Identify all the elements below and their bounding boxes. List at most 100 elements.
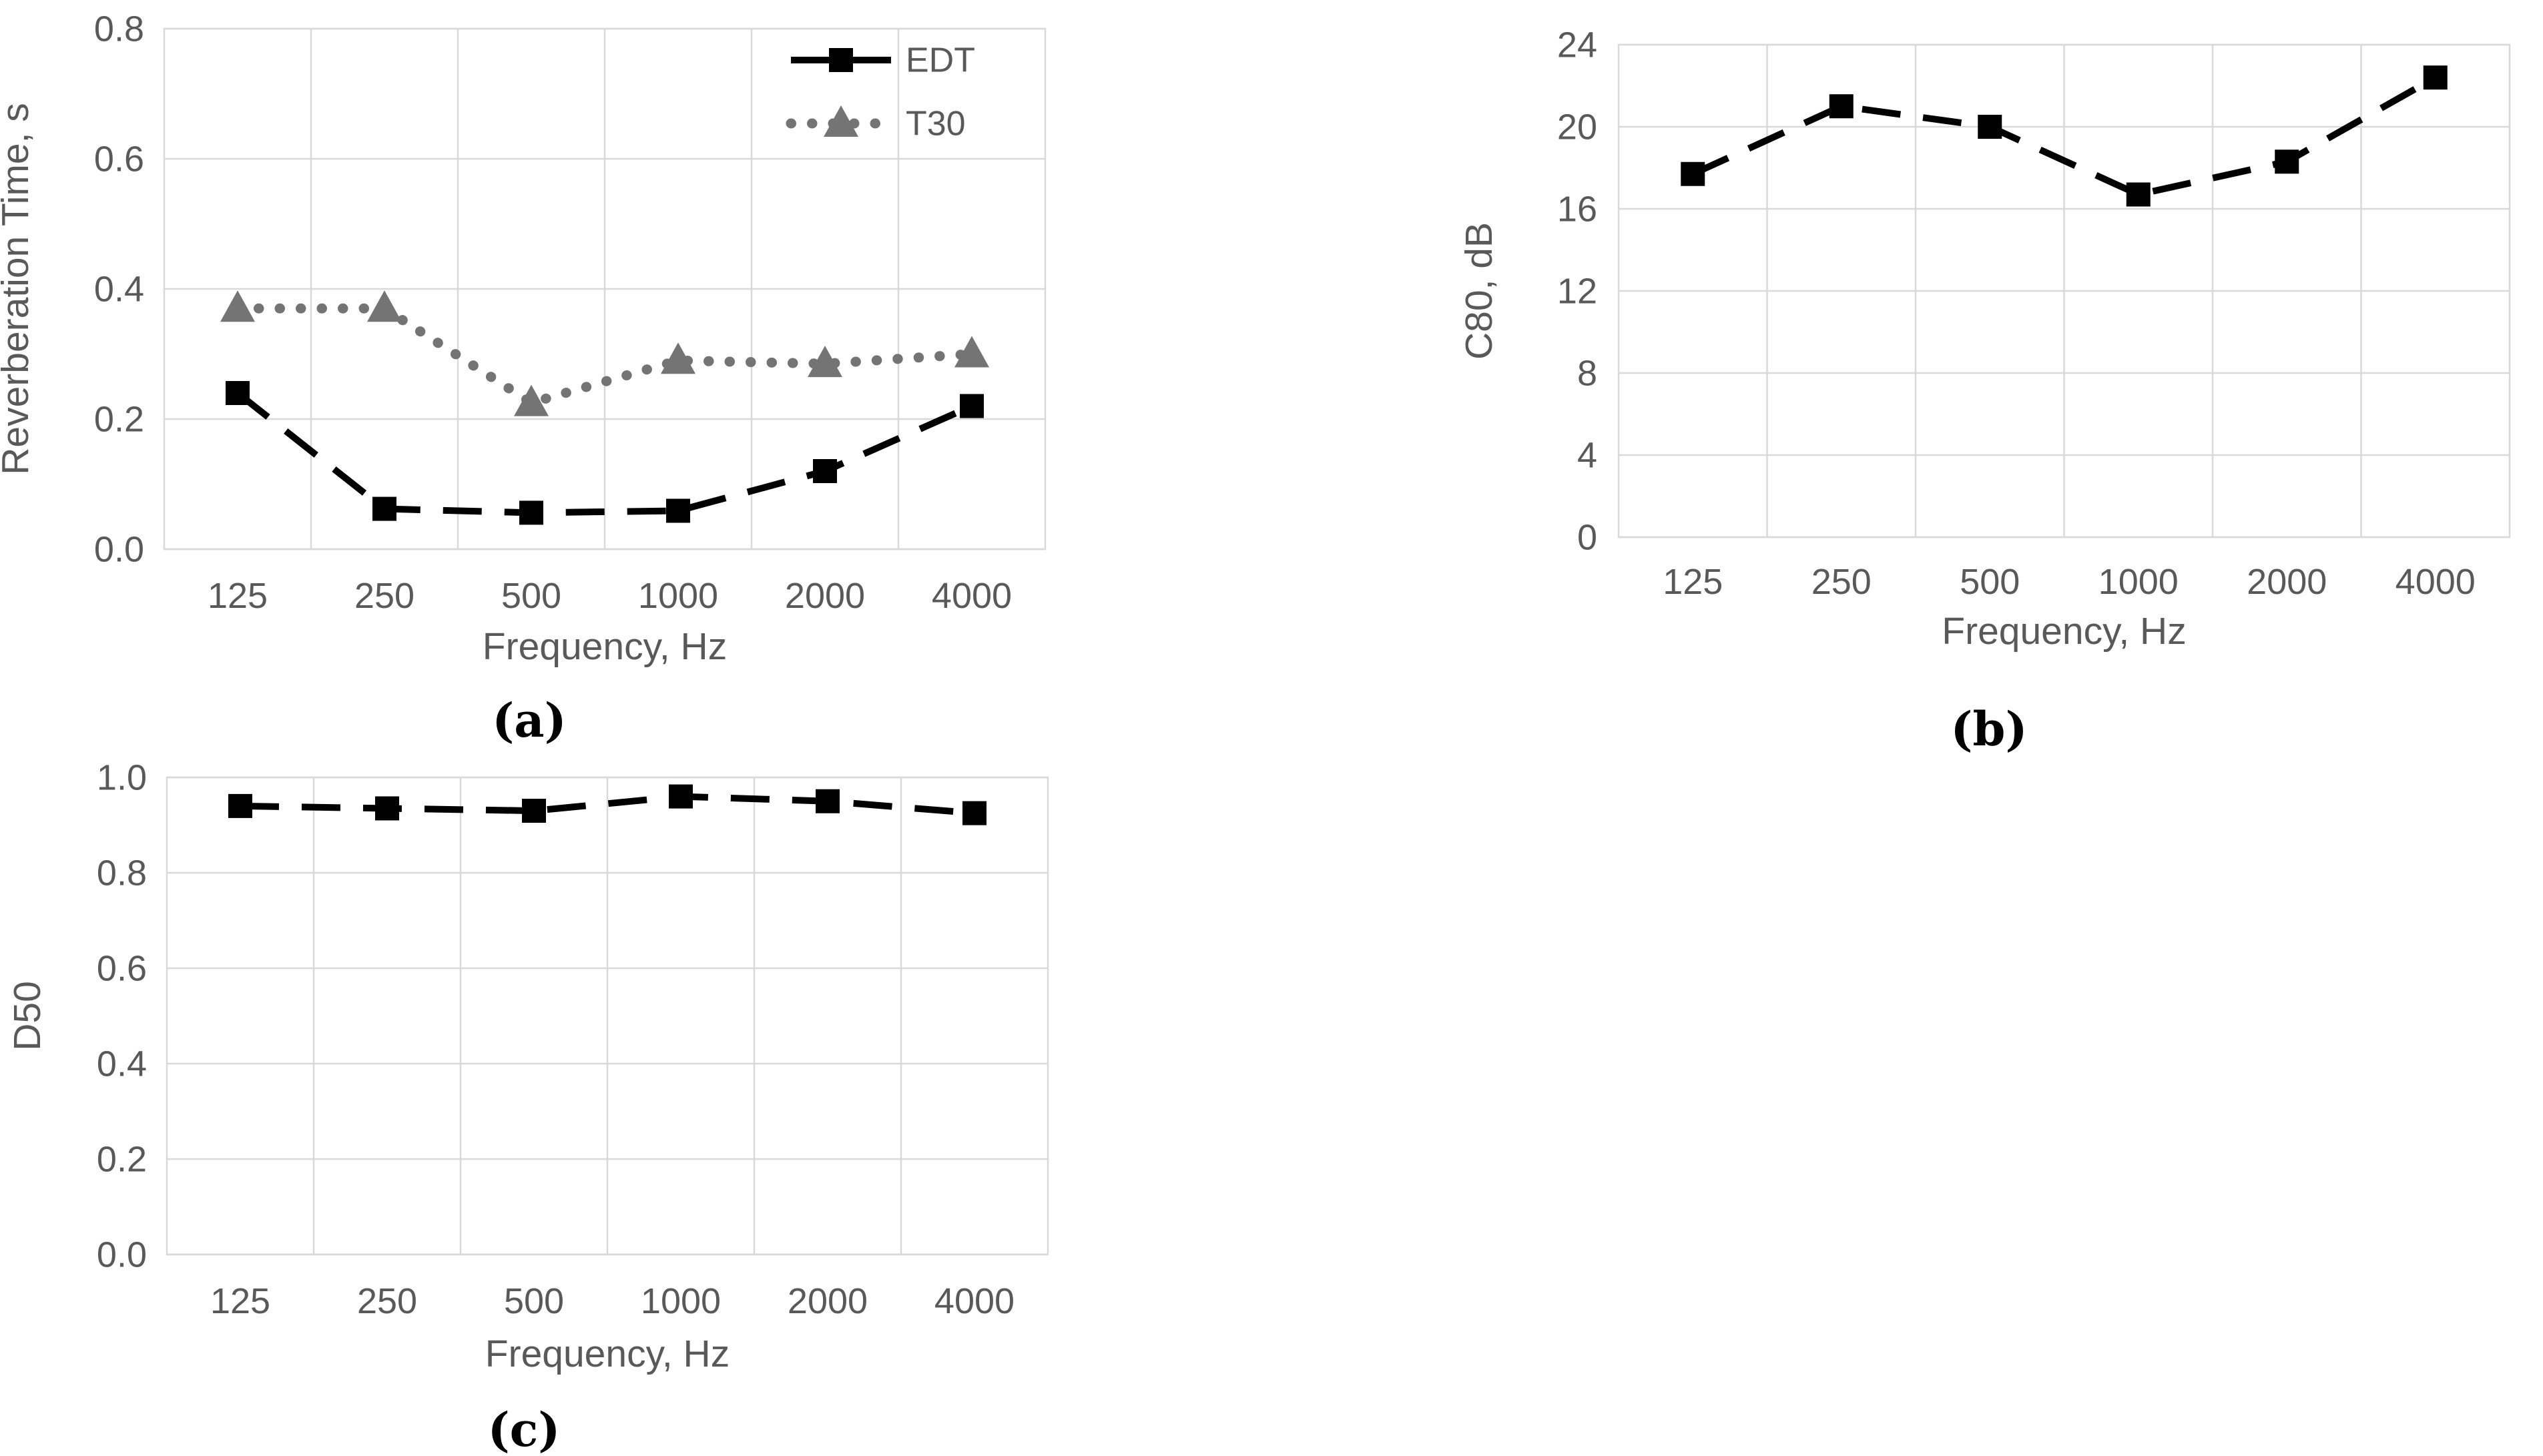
svg-text:0.4: 0.4: [97, 1044, 147, 1084]
legend: EDT T30: [786, 41, 975, 143]
svg-text:0.6: 0.6: [94, 139, 144, 179]
svg-text:4: 4: [1577, 435, 1597, 475]
svg-text:20: 20: [1557, 107, 1597, 147]
y-axis-title: Reverberation Time, s: [0, 103, 37, 475]
svg-text:C80, dB: C80, dB: [1458, 222, 1500, 360]
svg-text:0.8: 0.8: [94, 9, 144, 49]
square-marker: [1829, 94, 1854, 119]
gridlines: [167, 776, 1048, 1256]
series-EDT-markers: [226, 381, 984, 525]
svg-text:2000: 2000: [2247, 562, 2327, 602]
svg-text:2000: 2000: [785, 576, 865, 616]
svg-text:0.0: 0.0: [97, 1234, 147, 1275]
plot-border: [1617, 43, 2511, 538]
gridlines: [1619, 43, 2510, 538]
square-marker: [372, 496, 396, 521]
svg-text:4000: 4000: [932, 576, 1012, 616]
square-marker: [962, 801, 986, 825]
triangle-marker: [824, 105, 858, 137]
svg-text:125: 125: [208, 576, 268, 616]
chart-b-caption: (b): [1950, 701, 2028, 757]
y-axis-tick-labels: 0.0 0.2 0.4 0.6 0.8 1.0: [97, 757, 147, 1275]
square-marker: [960, 394, 984, 418]
square-marker: [2275, 149, 2299, 174]
square-marker: [226, 381, 250, 405]
svg-text:Frequency, Hz: Frequency, Hz: [1942, 610, 2186, 653]
triangle-marker: [661, 342, 695, 374]
square-marker: [1681, 161, 1705, 186]
chart-c-caption: (c): [487, 1402, 561, 1456]
triangle-marker: [367, 290, 402, 322]
x-axis-title: Frequency, Hz: [1942, 610, 2186, 653]
square-marker: [2423, 65, 2448, 90]
square-marker: [666, 498, 690, 523]
series-C80-markers: [1681, 65, 2448, 207]
svg-text:24: 24: [1557, 25, 1597, 65]
svg-text:4000: 4000: [2395, 562, 2476, 602]
y-axis-title: D50: [6, 981, 49, 1051]
series-EDT-line: [235, 390, 974, 516]
x-axis-title: Frequency, Hz: [483, 625, 727, 668]
svg-text:4000: 4000: [934, 1281, 1015, 1321]
svg-text:500: 500: [504, 1281, 564, 1321]
x-axis-tick-labels: 125 250 500 1000 2000 4000: [210, 1281, 1015, 1321]
svg-text:8: 8: [1577, 353, 1597, 393]
plot-border: [163, 27, 1047, 551]
svg-text:Frequency, Hz: Frequency, Hz: [485, 1333, 730, 1375]
plot-border: [166, 776, 1049, 1256]
svg-text:0: 0: [1577, 517, 1597, 557]
square-marker: [669, 784, 693, 809]
chart-a-reverberation-time-plot: 0.0 0.2 0.4 0.6 0.8 125 250 500 1000 2000 4000 Freq…: [0, 9, 1047, 668]
y-axis-title: C80, dB: [1458, 222, 1500, 360]
y-axis-tick-labels: 0 4 8 12 16 20 24: [1557, 25, 1597, 557]
svg-text:2000: 2000: [788, 1281, 868, 1321]
svg-text:250: 250: [1811, 562, 1872, 602]
svg-text:1000: 1000: [641, 1281, 721, 1321]
square-marker: [813, 459, 837, 483]
square-marker: [2126, 182, 2151, 207]
svg-text:0.2: 0.2: [97, 1139, 147, 1179]
svg-text:125: 125: [210, 1281, 270, 1321]
chart-a-caption: (a): [492, 693, 567, 748]
legend-item-T30: T30: [786, 105, 966, 143]
svg-text:0.2: 0.2: [94, 399, 144, 439]
triangle-marker: [954, 336, 989, 368]
square-marker: [816, 789, 840, 813]
square-marker: [519, 500, 543, 525]
svg-text:500: 500: [501, 576, 561, 616]
svg-text:Frequency, Hz: Frequency, Hz: [483, 625, 727, 668]
legend-label: T30: [906, 105, 966, 143]
svg-text:1000: 1000: [638, 576, 718, 616]
x-axis-title: Frequency, Hz: [485, 1333, 730, 1375]
square-marker: [228, 793, 252, 818]
svg-text:125: 125: [1663, 562, 1723, 602]
svg-text:1000: 1000: [2098, 562, 2179, 602]
legend-label: EDT: [906, 41, 975, 80]
square-marker: [375, 796, 399, 821]
chart-c-d50-plot: 0.0 0.2 0.4 0.6 0.8 1.0 125 250 500 1000 2000 4000 F…: [6, 757, 1049, 1375]
square-marker: [829, 48, 853, 72]
svg-text:0.8: 0.8: [97, 853, 147, 893]
chart-b-c80-plot: 0 4 8 12 16 20 24 125 250 500 1000 2000 4000 Frequenc…: [1458, 25, 2511, 653]
x-axis-tick-labels: 125 250 500 1000 2000 4000: [1663, 562, 2476, 602]
svg-text:1.0: 1.0: [97, 757, 147, 797]
svg-text:12: 12: [1557, 271, 1597, 311]
triangle-marker: [220, 290, 255, 322]
triangle-marker: [514, 384, 549, 416]
svg-text:Reverberation Time, s: Reverberation Time, s: [0, 103, 37, 475]
triangle-marker: [808, 346, 842, 378]
square-marker: [1978, 115, 2002, 139]
series-C80-line: [1691, 74, 2438, 198]
svg-text:16: 16: [1557, 189, 1597, 229]
series-T30-markers: [220, 290, 989, 416]
y-axis-tick-labels: 0.0 0.2 0.4 0.6 0.8: [94, 9, 144, 569]
svg-text:0.4: 0.4: [94, 269, 144, 309]
svg-text:250: 250: [357, 1281, 417, 1321]
series-T30-line: [232, 303, 977, 408]
svg-text:500: 500: [1960, 562, 2020, 602]
legend-item-EDT: EDT: [791, 41, 975, 80]
svg-text:0.0: 0.0: [94, 529, 144, 569]
svg-text:D50: D50: [6, 981, 49, 1051]
svg-text:0.6: 0.6: [97, 948, 147, 988]
